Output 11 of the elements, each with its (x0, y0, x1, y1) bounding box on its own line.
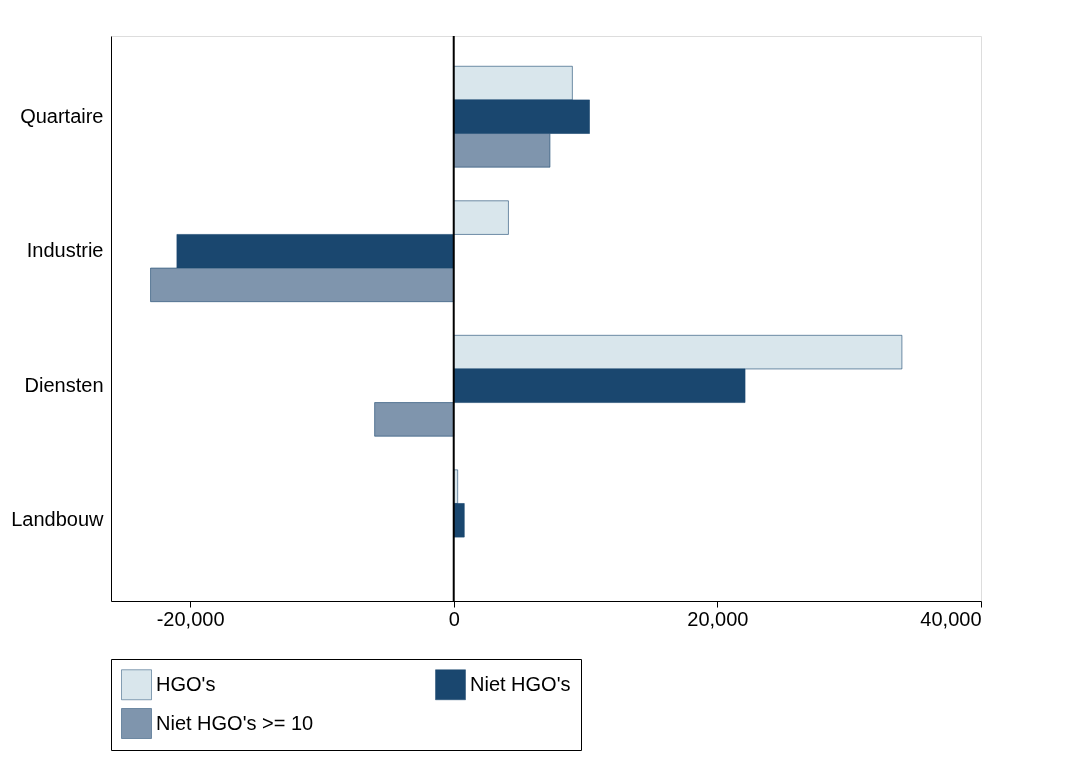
legend-label: Niet HGO's (470, 672, 571, 695)
x-tick-label: 0 (448, 607, 460, 630)
legend-label: Niet HGO's >= 10 (156, 711, 314, 734)
y-tick-label: Quartaire (20, 104, 104, 127)
legend-label: HGO's (156, 672, 216, 695)
y-tick-label: Landbouw (11, 508, 105, 531)
x-tick-label: -20,000 (156, 607, 225, 630)
x-tick-label: 20,000 (687, 607, 749, 630)
y-tick-label: Diensten (24, 373, 104, 396)
y-tick-label: Industrie (26, 239, 104, 262)
x-tick-label: 40,000 (920, 607, 982, 630)
